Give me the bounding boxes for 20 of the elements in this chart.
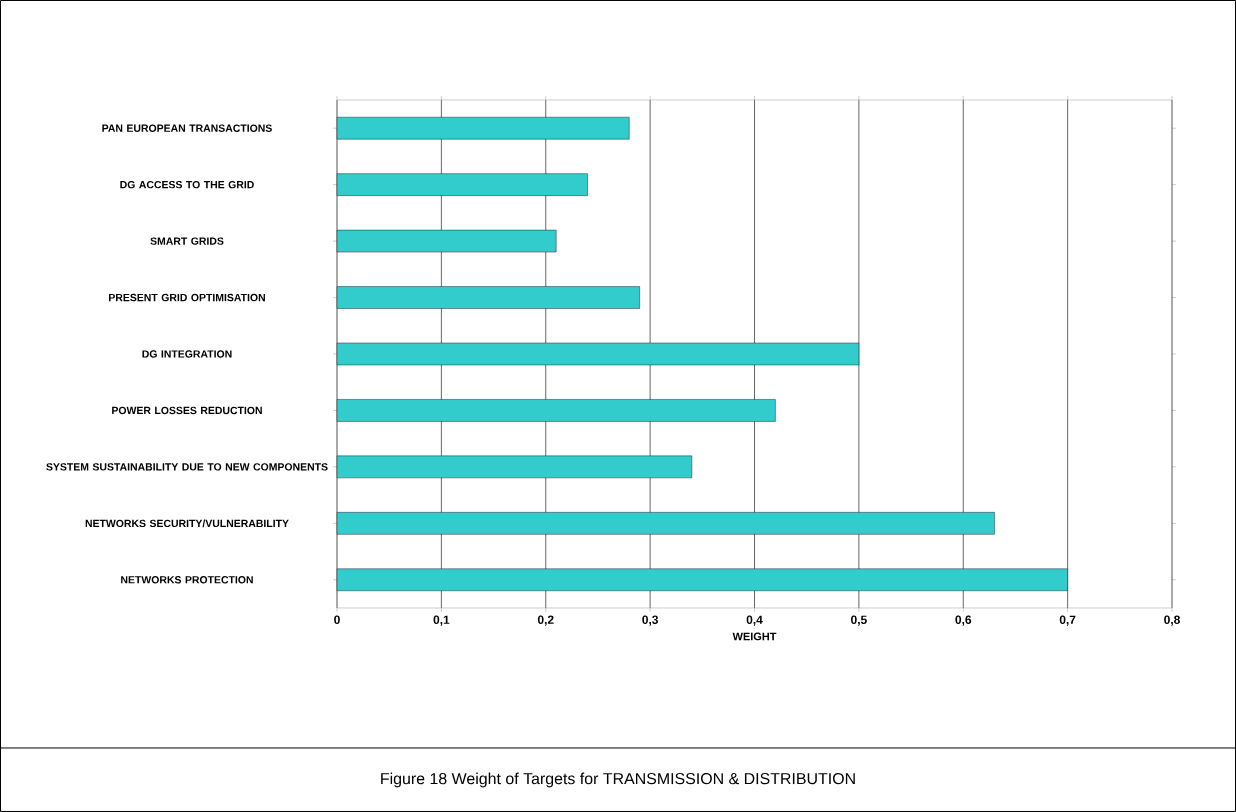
x-tick-label: 0,4 (746, 615, 763, 626)
y-tick-label: NETWORKS SECURITY/VULNERABILITY (85, 519, 289, 528)
x-tick-label: 0,1 (433, 615, 450, 626)
x-tick-label: 0,7 (1059, 615, 1076, 626)
y-tick-label: SMART GRIDS (150, 237, 224, 245)
y-tick-label: PAN EUROPEAN TRANSACTIONS (102, 124, 272, 132)
x-tick-label: 0,3 (642, 615, 659, 626)
x-tick-label: 0,2 (537, 615, 554, 626)
y-tick-label: PRESENT GRID OPTIMISATION (109, 293, 265, 302)
y-tick-label: POWER LOSSES REDUCTION (112, 406, 262, 415)
caption: Figure 18 Weight of Targets for TRANSMISSION & DISTRIBUTION (381, 772, 855, 788)
x-tick-label: 0,5 (851, 615, 867, 626)
y-tick-label: SYSTEM SUSTAINABILITY DUE TO NEW COMPONENTS (46, 463, 328, 471)
x-tick-label: 0 (334, 615, 340, 624)
y-tick-label: DG INTEGRATION (142, 350, 232, 358)
x-axis-title: WEIGHT (732, 632, 777, 641)
y-tick-label: DG ACCESS TO THE GRID (120, 180, 254, 189)
x-tick-label: 0,8 (1164, 615, 1180, 626)
y-tick-label: NETWORKS PROTECTION (121, 576, 253, 584)
x-tick-label: 0,6 (955, 615, 972, 626)
